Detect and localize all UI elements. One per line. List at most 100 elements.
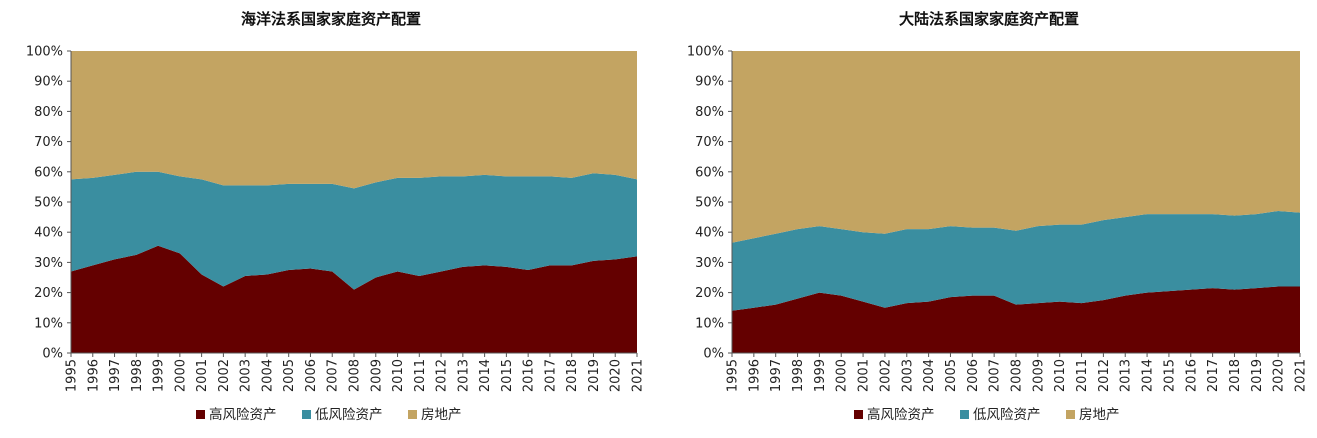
y-tick-label: 100% xyxy=(26,45,63,60)
y-tick-label: 100% xyxy=(687,45,724,60)
area-series-1 xyxy=(71,245,637,353)
chart-title: 海洋法系国家家庭资产配置 xyxy=(241,10,421,28)
x-tick-label: 2019 xyxy=(1250,359,1265,392)
x-tick-label: 2018 xyxy=(565,359,580,392)
x-tick-label: 1998 xyxy=(791,359,806,392)
x-tick-label: 2015 xyxy=(500,359,515,392)
x-tick-label: 2000 xyxy=(835,359,850,392)
x-tick-label: 2016 xyxy=(522,359,537,392)
y-tick-label: 70% xyxy=(695,135,724,150)
y-tick-label: 30% xyxy=(34,256,63,271)
area-series-3 xyxy=(71,51,637,189)
x-tick-label: 2006 xyxy=(966,359,981,392)
y-tick-label: 0% xyxy=(42,347,63,362)
y-tick-label: 50% xyxy=(695,196,724,211)
x-tick-label: 2005 xyxy=(282,359,297,392)
x-tick-label: 2019 xyxy=(587,359,602,392)
x-tick-label: 2007 xyxy=(988,359,1003,392)
legend-swatch-3 xyxy=(1066,410,1075,419)
area-series-1 xyxy=(732,286,1300,353)
y-tick-label: 60% xyxy=(695,165,724,180)
x-tick-label: 2021 xyxy=(631,359,646,392)
x-tick-label: 2001 xyxy=(857,359,872,392)
x-tick-label: 1995 xyxy=(65,359,80,392)
x-tick-label: 2002 xyxy=(217,359,232,392)
left-chart-panel: 海洋法系国家家庭资产配置 0% 10% 20% 30% 40% 50% 60% 70% 80% 90… xyxy=(0,0,658,438)
y-tick-label: 70% xyxy=(34,135,63,150)
y-tick-label: 20% xyxy=(695,286,724,301)
right-chart: 大陆法系国家家庭资产配置 0% 10% 20% 30% 40% 50% 60% 70% 80% 90… xyxy=(687,10,1309,423)
x-tick-label: 2011 xyxy=(413,359,428,392)
x-tick-label: 1996 xyxy=(86,359,101,392)
y-tick-label: 20% xyxy=(34,286,63,301)
x-tick-label: 1997 xyxy=(769,359,784,392)
x-tick-label: 2004 xyxy=(922,359,937,392)
x-tick-label: 2008 xyxy=(348,359,363,392)
x-tick-label: 2006 xyxy=(304,359,319,392)
x-tick-label: 2020 xyxy=(609,359,624,392)
x-tick-label: 2014 xyxy=(1141,359,1156,392)
x-tick-label: 2018 xyxy=(1228,359,1243,392)
y-tick-label: 60% xyxy=(34,165,63,180)
x-tick-label: 1999 xyxy=(152,359,167,392)
x-tick-label: 1995 xyxy=(726,359,741,392)
legend-label-1: 高风险资产 xyxy=(867,406,935,423)
x-tick-label: 2003 xyxy=(900,359,915,392)
legend-label-3: 房地产 xyxy=(1079,407,1120,423)
y-tick-label: 80% xyxy=(34,105,63,120)
x-tick-label: 2020 xyxy=(1272,359,1287,392)
legend-swatch-1 xyxy=(196,410,205,419)
legend-label-3: 房地产 xyxy=(421,407,462,423)
y-tick-label: 90% xyxy=(695,75,724,90)
legend-label-1: 高风险资产 xyxy=(209,406,277,423)
y-tick-label: 10% xyxy=(34,316,63,331)
legend-swatch-3 xyxy=(408,410,417,419)
x-tick-label: 2000 xyxy=(173,359,188,392)
legend-label-2: 低风险资产 xyxy=(973,407,1041,423)
chart-title: 大陆法系国家家庭资产配置 xyxy=(899,10,1079,28)
x-tick-label: 2021 xyxy=(1294,359,1309,392)
y-tick-label: 50% xyxy=(34,196,63,211)
area-series-3 xyxy=(732,51,1300,243)
x-tick-label: 2007 xyxy=(326,359,341,392)
legend-swatch-2 xyxy=(960,410,969,419)
right-chart-panel: 大陆法系国家家庭资产配置 0% 10% 20% 30% 40% 50% 60% 70% 80% 90… xyxy=(659,0,1317,438)
x-tick-label: 2011 xyxy=(1075,359,1090,392)
x-tick-label: 2017 xyxy=(1206,359,1221,392)
legend-swatch-2 xyxy=(302,410,311,419)
y-tick-label: 40% xyxy=(695,226,724,241)
y-tick-label: 0% xyxy=(703,347,724,362)
y-tick-label: 90% xyxy=(34,75,63,90)
x-tick-label: 2017 xyxy=(543,359,558,392)
x-tick-label: 1996 xyxy=(747,359,762,392)
x-tick-label: 2008 xyxy=(1010,359,1025,392)
area-series-2 xyxy=(71,171,637,290)
y-tick-label: 30% xyxy=(695,256,724,271)
y-tick-label: 10% xyxy=(695,316,724,331)
y-tick-label: 40% xyxy=(34,226,63,241)
legend-swatch-1 xyxy=(854,410,863,419)
x-tick-label: 2010 xyxy=(1053,359,1068,392)
x-tick-label: 1998 xyxy=(130,359,145,392)
x-tick-label: 2012 xyxy=(435,359,450,392)
area-series-2 xyxy=(732,211,1300,311)
y-tick-label: 80% xyxy=(695,105,724,120)
x-tick-label: 2009 xyxy=(1031,359,1046,392)
x-tick-label: 2013 xyxy=(1119,359,1134,392)
x-tick-label: 2016 xyxy=(1184,359,1199,392)
x-tick-label: 2013 xyxy=(456,359,471,392)
x-tick-label: 1997 xyxy=(108,359,123,392)
left-chart: 海洋法系国家家庭资产配置 0% 10% 20% 30% 40% 50% 60% 70% 80% 90… xyxy=(26,10,646,423)
x-tick-label: 2002 xyxy=(878,359,893,392)
x-tick-label: 1999 xyxy=(813,359,828,392)
x-tick-label: 2010 xyxy=(391,359,406,392)
x-tick-label: 2014 xyxy=(478,359,493,392)
x-tick-label: 2009 xyxy=(369,359,384,392)
legend-label-2: 低风险资产 xyxy=(315,407,383,423)
x-tick-label: 2003 xyxy=(239,359,254,392)
x-tick-label: 2012 xyxy=(1097,359,1112,392)
x-tick-label: 2015 xyxy=(1162,359,1177,392)
x-tick-label: 2005 xyxy=(944,359,959,392)
x-tick-label: 2004 xyxy=(260,359,275,392)
x-tick-label: 2001 xyxy=(195,359,210,392)
